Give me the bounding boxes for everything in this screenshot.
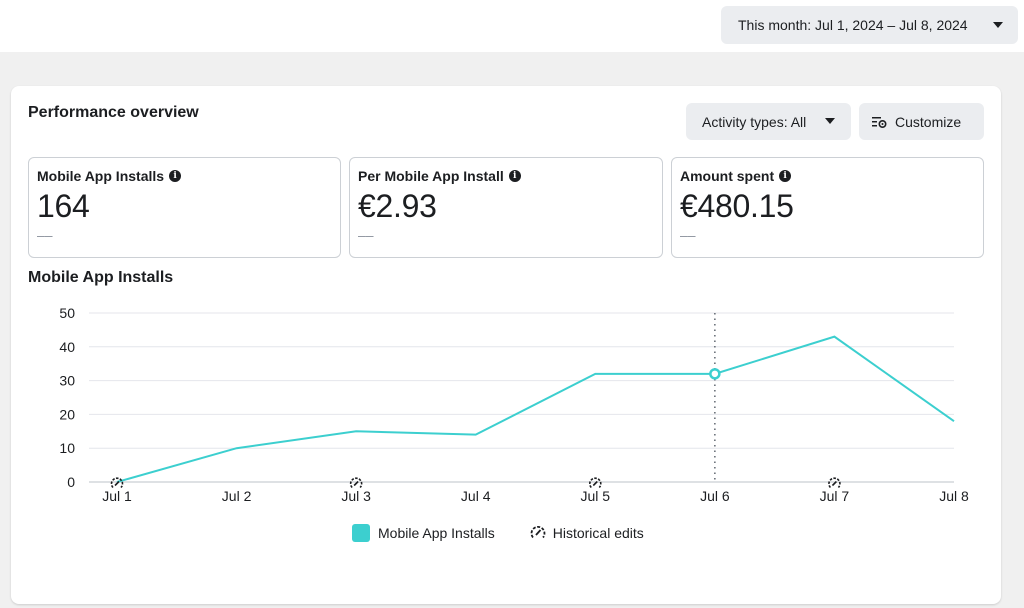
- chart-title: Mobile App Installs: [28, 269, 174, 286]
- y-tick-label: 20: [59, 406, 75, 422]
- y-tick-label: 0: [67, 474, 75, 490]
- customize-icon: [872, 116, 887, 128]
- metric-comparison: ––: [37, 227, 53, 243]
- x-tick-label: Jul 4: [461, 488, 491, 504]
- x-tick-label: Jul 7: [820, 488, 850, 504]
- metric-comparison: ––: [680, 227, 696, 243]
- info-icon[interactable]: i: [779, 170, 792, 182]
- data-point-marker: [709, 368, 721, 380]
- metric-label: Per Mobile App Install: [358, 168, 504, 184]
- info-icon[interactable]: i: [508, 170, 521, 182]
- metric-label: Mobile App Installs: [37, 168, 165, 184]
- metric-label: Amount spent: [680, 168, 775, 184]
- y-tick-label: 50: [59, 305, 75, 321]
- date-range-label: This month: Jul 1, 2024 – Jul 8, 2024: [738, 17, 968, 33]
- metric-value: €480.15: [680, 188, 794, 224]
- y-tick-label: 30: [59, 373, 75, 389]
- x-tick-label: Jul 6: [700, 488, 730, 504]
- activity-types-label: Activity types: All: [702, 113, 807, 130]
- chart-legend: Mobile App Installs Historical edits: [352, 524, 644, 542]
- historical-edit-marker[interactable]: [110, 477, 124, 489]
- date-range-selector[interactable]: This month: Jul 1, 2024 – Jul 8, 2024: [721, 6, 1018, 44]
- line-chart[interactable]: 0 10 20 30 40 50 Jul 1 Jul 2 Jul 3 Jul 4 Jul 5 Jul …: [11, 86, 1001, 516]
- info-icon[interactable]: i: [169, 170, 182, 182]
- legend-history-label: Historical edits: [552, 525, 644, 541]
- caret-down-icon: [993, 22, 1003, 28]
- x-tick-label: Jul 8: [939, 488, 969, 504]
- customize-label: Customize: [895, 113, 962, 130]
- historical-edit-marker[interactable]: [828, 477, 841, 489]
- y-tick-label: 40: [59, 339, 75, 355]
- x-tick-label: Jul 1: [102, 488, 132, 504]
- historical-edit-icon: [530, 525, 546, 539]
- activity-types-dropdown[interactable]: Activity types: All: [686, 103, 851, 140]
- historical-edit-marker[interactable]: [349, 477, 363, 489]
- metric-card-installs[interactable]: Mobile App Installs i 164 ––: [28, 157, 341, 258]
- x-tick-label: Jul 2: [222, 488, 252, 504]
- x-tick-label: Jul 5: [580, 488, 610, 504]
- metric-value: 164: [37, 188, 90, 224]
- top-bar: This month: Jul 1, 2024 – Jul 8, 2024: [0, 0, 1024, 52]
- caret-down-icon: [825, 118, 835, 124]
- x-tick-label: Jul 3: [341, 488, 371, 504]
- metric-value: €2.93: [358, 188, 437, 224]
- y-tick-label: 10: [59, 440, 75, 456]
- metric-card-amount-spent[interactable]: Amount spent i €480.15 ––: [671, 157, 984, 258]
- performance-overview-card: Performance overview Activity types: All…: [11, 86, 1001, 604]
- legend-swatch: [352, 524, 370, 542]
- card-title: Performance overview: [28, 104, 199, 121]
- historical-edit-marker[interactable]: [589, 477, 602, 489]
- series-line: [116, 335, 955, 483]
- legend-series-label: Mobile App Installs: [378, 525, 495, 541]
- metric-card-cost-per-install[interactable]: Per Mobile App Install i €2.93 ––: [349, 157, 663, 258]
- customize-button[interactable]: Customize: [859, 103, 984, 140]
- metric-comparison: ––: [358, 227, 374, 243]
